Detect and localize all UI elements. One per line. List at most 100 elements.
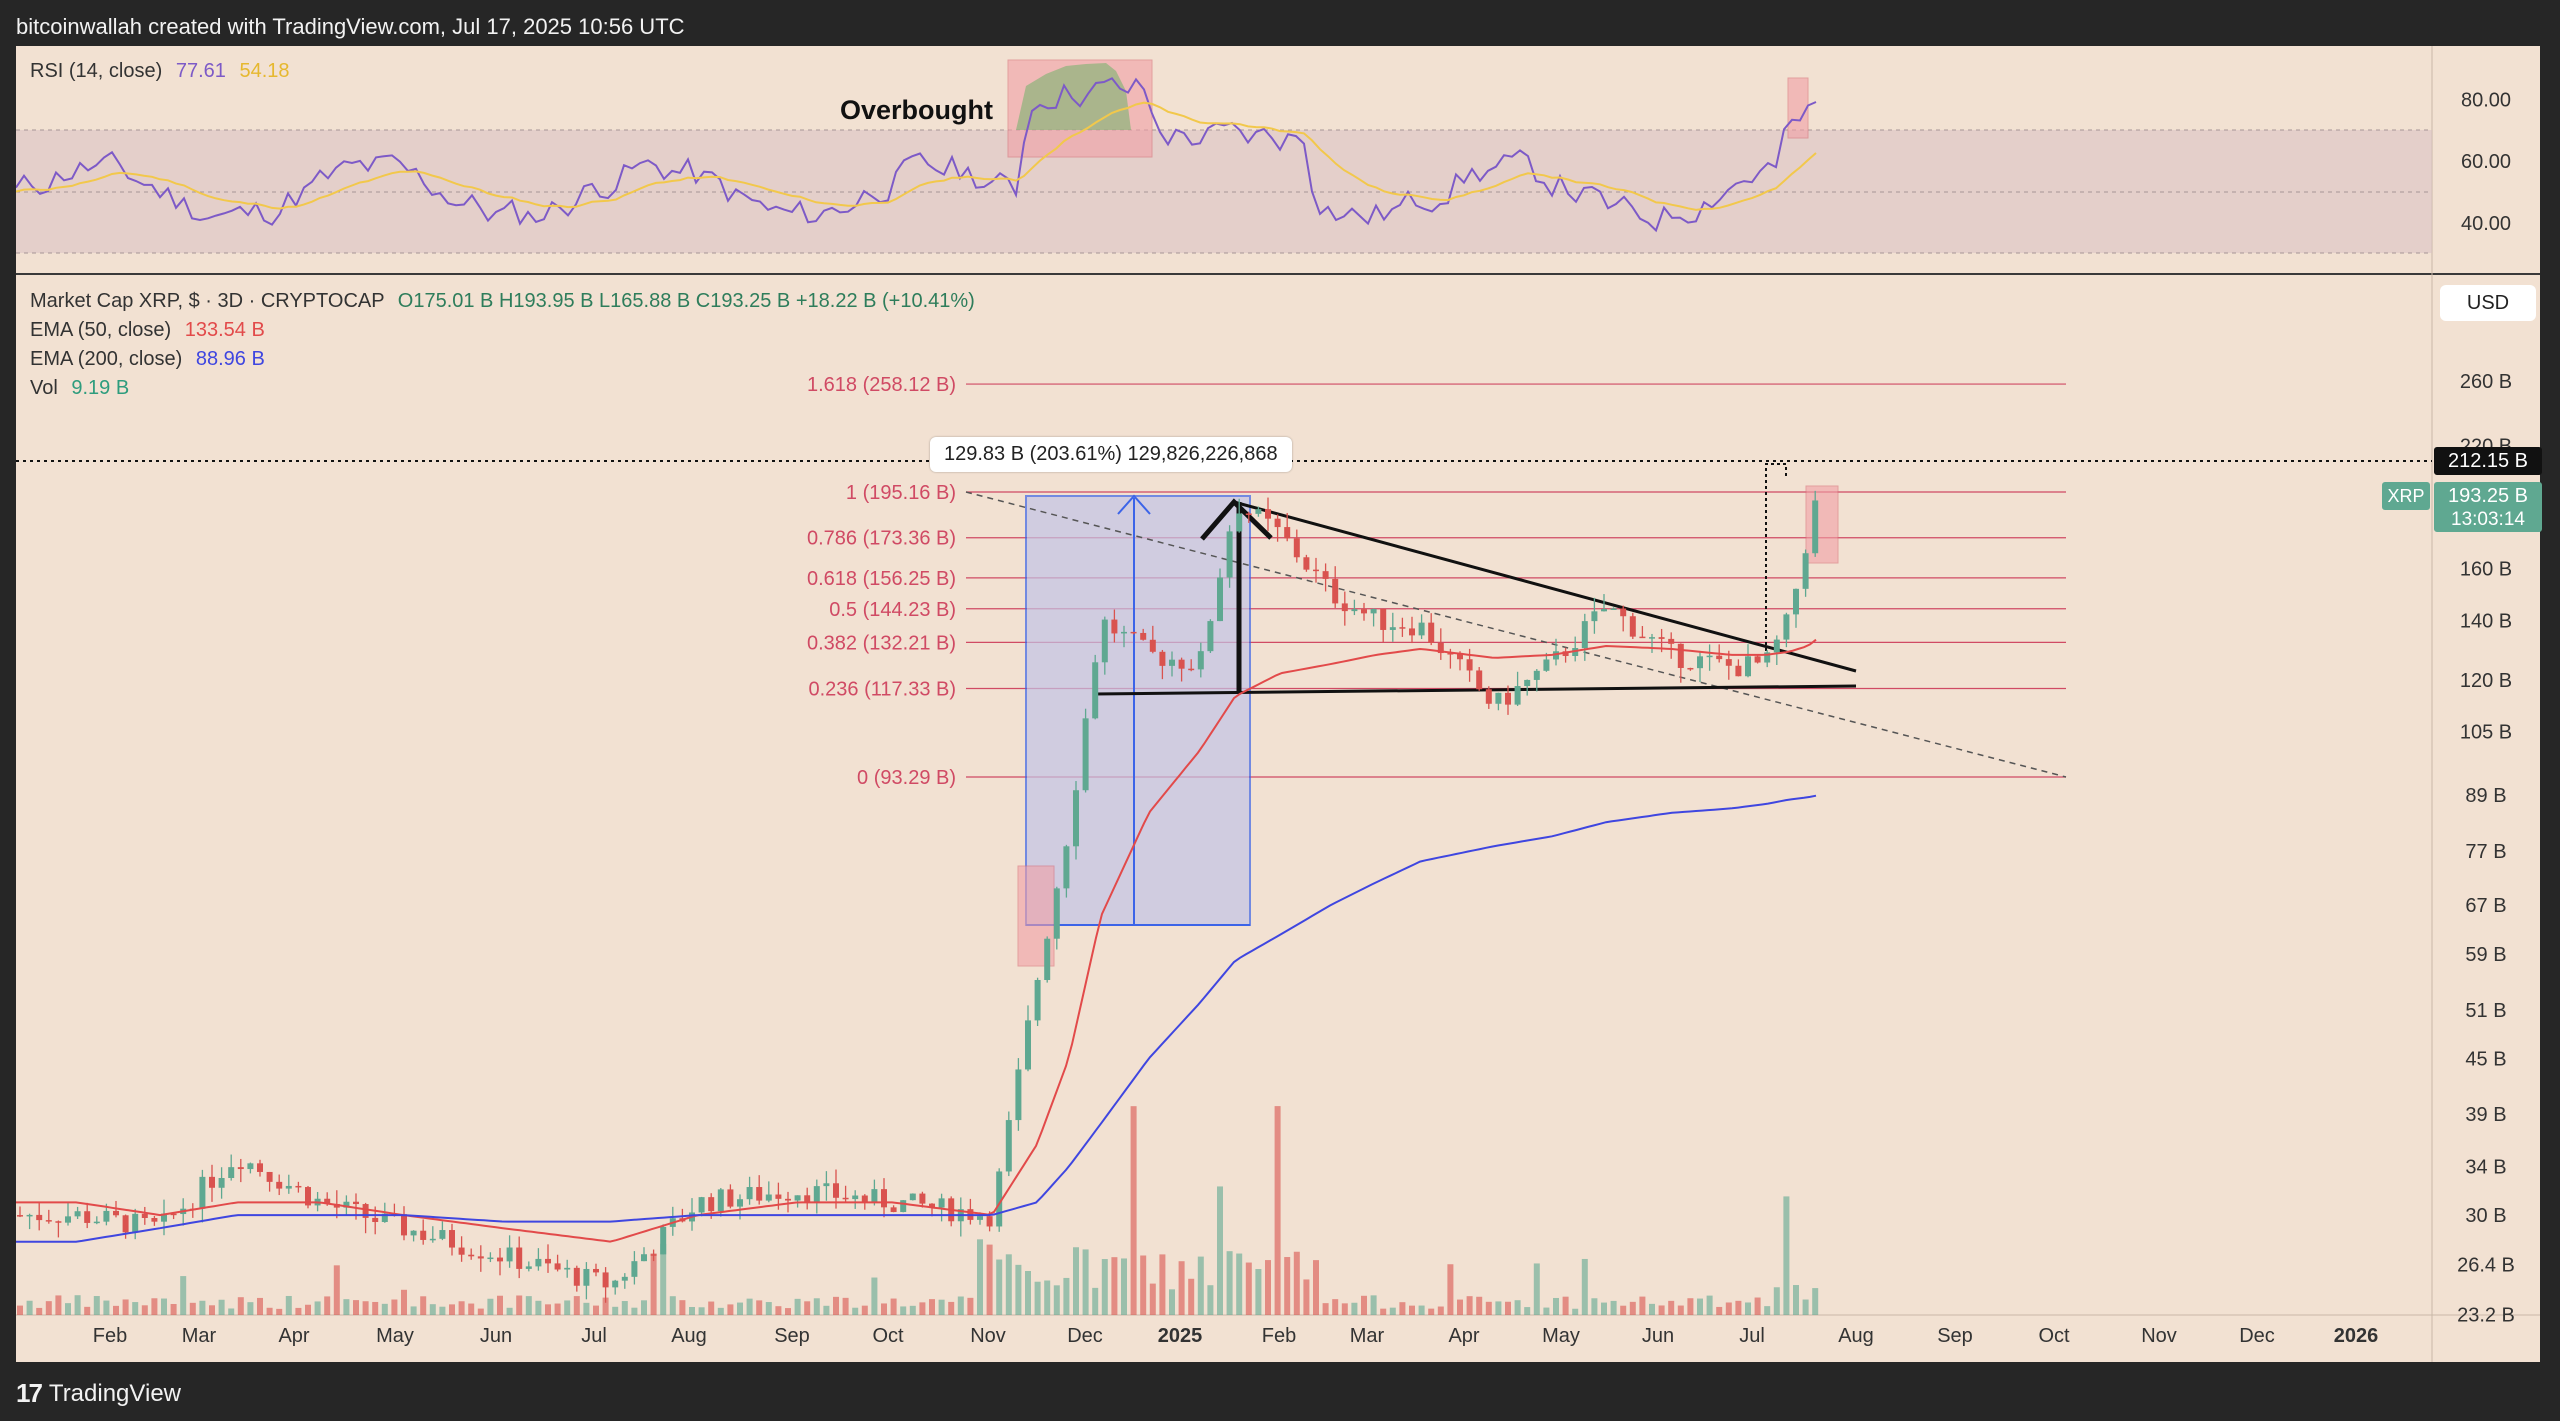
candle-body bbox=[1265, 509, 1271, 519]
candle-body bbox=[199, 1176, 206, 1209]
triangle-upper-line bbox=[1233, 500, 1857, 673]
tradingview-chart[interactable]: 1.618 (258.12 B) 1 (195.16 B) 0.786 (173.3… bbox=[16, 46, 2544, 1362]
y-tick-label: 89 B bbox=[2465, 785, 2506, 807]
volume-bar bbox=[113, 1305, 119, 1315]
candle-body bbox=[1063, 846, 1070, 889]
candle-body bbox=[1245, 513, 1252, 515]
volume-bar bbox=[1639, 1296, 1646, 1315]
rsi-legend[interactable]: RSI (14, close) 77.61 54.18 bbox=[30, 60, 290, 83]
volume-bar bbox=[132, 1302, 139, 1315]
volume-bar bbox=[333, 1265, 340, 1315]
volume-bar bbox=[1044, 1280, 1051, 1315]
footer-brand[interactable]: 17 TradingView bbox=[16, 1378, 181, 1409]
volume-bar bbox=[1533, 1263, 1540, 1315]
volume-bar bbox=[679, 1300, 686, 1315]
volume-bar bbox=[1495, 1301, 1502, 1315]
candle-body bbox=[852, 1195, 859, 1200]
candle-body bbox=[602, 1272, 609, 1288]
volume-bar bbox=[881, 1303, 887, 1315]
volume-bar bbox=[1706, 1295, 1713, 1315]
candle-body bbox=[823, 1183, 830, 1187]
candle-body bbox=[55, 1221, 62, 1223]
candle-body bbox=[1735, 665, 1742, 677]
volume-bar bbox=[285, 1295, 292, 1315]
volume-bar bbox=[1793, 1285, 1799, 1315]
volume-bar bbox=[1284, 1257, 1291, 1315]
candle-body bbox=[871, 1189, 878, 1202]
volume-bar bbox=[189, 1302, 196, 1315]
candle-body bbox=[1313, 569, 1319, 572]
candle-body bbox=[621, 1276, 628, 1281]
candle-body bbox=[631, 1261, 638, 1277]
volume-bar bbox=[1562, 1296, 1569, 1315]
main-series-legend[interactable]: Market Cap XRP, $ · 3D · CRYPTOCAP O175.… bbox=[30, 290, 975, 313]
candle-body bbox=[1092, 662, 1099, 719]
candle-body bbox=[1005, 1120, 1012, 1172]
ema50-legend-label: EMA (50, close) bbox=[30, 319, 172, 341]
candle-body bbox=[477, 1256, 484, 1259]
y-tick-label: 140 B bbox=[2460, 610, 2512, 632]
target-box bbox=[1805, 485, 1839, 564]
candle-body bbox=[1706, 655, 1713, 658]
volume-bar bbox=[1361, 1295, 1367, 1315]
candle-body bbox=[285, 1185, 292, 1189]
candle-body bbox=[266, 1171, 273, 1182]
volume-bar bbox=[372, 1301, 379, 1315]
dashed-downtrend-line bbox=[965, 491, 2067, 778]
volume-bar bbox=[813, 1298, 820, 1315]
volume-bar bbox=[122, 1299, 129, 1315]
volume-bar bbox=[1092, 1287, 1099, 1315]
currency-button[interactable]: USD bbox=[2440, 285, 2536, 321]
ema50-legend[interactable]: EMA (50, close) 133.54 B bbox=[30, 319, 265, 342]
volume-bar bbox=[353, 1300, 359, 1315]
volume-legend-label: Vol bbox=[30, 377, 58, 399]
candle-body bbox=[1610, 608, 1617, 610]
volume-bar bbox=[698, 1307, 705, 1315]
volume-bar bbox=[1668, 1300, 1675, 1315]
volume-bar bbox=[1601, 1302, 1607, 1315]
volume-bar bbox=[1610, 1300, 1617, 1315]
volume-bar bbox=[1754, 1297, 1761, 1315]
volume-legend[interactable]: Vol 9.19 B bbox=[30, 377, 129, 400]
candle-body bbox=[1457, 653, 1463, 660]
y-tick-label: 260 B bbox=[2460, 371, 2512, 393]
candle-body bbox=[516, 1247, 523, 1269]
volume-bar bbox=[986, 1244, 993, 1315]
dotted-target-arrow bbox=[1765, 463, 1787, 651]
ema200-legend[interactable]: EMA (200, close) 88.96 B bbox=[30, 348, 265, 371]
volume-bar bbox=[1745, 1302, 1751, 1315]
volume-bar bbox=[564, 1300, 571, 1315]
volume-bar bbox=[650, 1253, 657, 1315]
volume-bar bbox=[401, 1289, 407, 1315]
x-tick-label: Aug bbox=[671, 1325, 707, 1347]
candle-body bbox=[1745, 656, 1751, 677]
candle-body bbox=[1197, 651, 1204, 670]
x-tick-label: Nov bbox=[2141, 1325, 2177, 1347]
candle-body bbox=[295, 1185, 302, 1188]
y-tick-label: 67 B bbox=[2465, 895, 2506, 917]
volume-bar bbox=[1140, 1255, 1147, 1315]
volume-bar bbox=[1783, 1196, 1790, 1315]
volume-bar bbox=[535, 1300, 542, 1315]
fib-level-label: 0.236 (117.33 B) bbox=[808, 678, 956, 700]
candle-body bbox=[1226, 531, 1233, 578]
volume-bar bbox=[977, 1239, 983, 1315]
volume-bar bbox=[717, 1307, 724, 1315]
volume-bar bbox=[1207, 1285, 1214, 1315]
candle-body bbox=[1370, 608, 1377, 614]
volume-bar bbox=[199, 1300, 206, 1315]
candle-body bbox=[343, 1201, 350, 1208]
volume-bar bbox=[506, 1307, 513, 1315]
candle-body bbox=[170, 1213, 177, 1216]
x-tick-label: Oct bbox=[2038, 1325, 2070, 1347]
candle-body bbox=[1629, 616, 1636, 637]
volume-bar bbox=[1437, 1306, 1444, 1315]
candle-body bbox=[1274, 518, 1281, 528]
y-tick-label: 120 B bbox=[2460, 670, 2512, 692]
candle-body bbox=[1764, 652, 1771, 663]
volume-bar bbox=[1236, 1253, 1243, 1315]
y-tick-label: 160 B bbox=[2460, 559, 2512, 581]
volume-bar bbox=[1121, 1258, 1127, 1315]
volume-bar bbox=[1543, 1307, 1550, 1315]
candle-body bbox=[1591, 611, 1598, 622]
